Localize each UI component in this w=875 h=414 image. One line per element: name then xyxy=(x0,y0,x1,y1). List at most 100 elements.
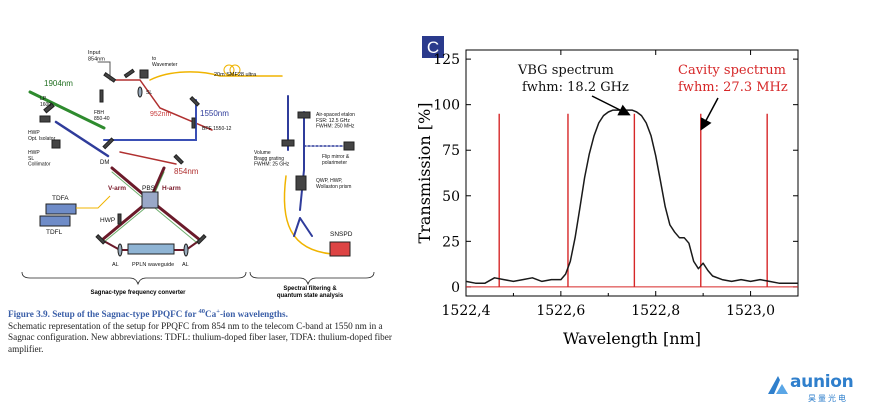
x-axis-label: Wavelength [nm] xyxy=(563,329,701,348)
label-1550: 1550nm xyxy=(200,109,229,118)
mirror-loop-right xyxy=(196,234,207,245)
hwp-isolator xyxy=(39,115,51,123)
al-lens-right xyxy=(183,243,189,257)
section-converter-label: Sagnac-type frequency converter xyxy=(90,290,186,296)
cavity-annotation-line2: fwhm: 27.3 MHz xyxy=(678,80,788,95)
wavemeter-pickoff xyxy=(139,69,149,79)
bpf-filter xyxy=(191,117,196,129)
label-input: Input 854nm xyxy=(88,50,105,62)
label-tdfa: TDFA xyxy=(52,195,69,202)
label-fbh: FBH 850-40 xyxy=(94,110,110,122)
label-line: 1600 xyxy=(40,102,51,108)
label-line: quantum state analysis xyxy=(277,293,344,299)
panel-label: C xyxy=(427,38,439,57)
input-beam-854 xyxy=(97,61,111,81)
label-line: FWHM: 250 MHz xyxy=(316,124,355,130)
vbg-arrow xyxy=(591,95,631,116)
panel-label-box xyxy=(422,36,444,58)
label-line: LP xyxy=(40,96,47,102)
label-line: Collimator xyxy=(28,162,51,168)
beam-blue-1550 xyxy=(103,99,197,141)
label-lp: LP 1600 xyxy=(40,96,51,108)
setup-diagram: Input 854nm to Wavemeter 20m SMF28 ultra L… xyxy=(21,50,375,299)
caption-title-post: Ca xyxy=(205,309,217,320)
ppln-waveguide xyxy=(127,243,175,255)
collimator xyxy=(51,139,61,149)
label-line: 850-40 xyxy=(94,116,110,122)
sl-lens-top xyxy=(137,86,143,98)
label-952: 952nm xyxy=(150,111,172,118)
fbh-filter xyxy=(99,89,104,103)
label-hwp-loop: HWP xyxy=(100,217,115,224)
snspd-box xyxy=(329,241,351,257)
label-line: to xyxy=(152,56,156,62)
label-line: HWP xyxy=(28,150,40,156)
label-wavemeter: to Wavemeter xyxy=(152,56,178,68)
y-tick-label: 75 xyxy=(442,143,460,159)
x-tick-label: 1523,0 xyxy=(726,303,775,319)
label-al-right: AL xyxy=(182,262,189,268)
label-v-arm: V-arm xyxy=(108,185,126,192)
spectral-path-blue xyxy=(287,95,313,237)
y-tick-label: 0 xyxy=(451,280,460,296)
logo-sub: 昊量光电 xyxy=(808,394,848,403)
label-hwp-collimator: HWP SL Collimator xyxy=(28,150,51,168)
vbg-grating xyxy=(281,139,295,147)
brace-converter xyxy=(21,271,247,286)
label-line: Wavemeter xyxy=(152,62,178,68)
label-line: HWP xyxy=(28,130,40,136)
beam-blue-dm xyxy=(54,120,110,158)
logo-name: aunion xyxy=(790,372,854,392)
label-hwp-isolator: HWP Opt. Isolator xyxy=(28,130,56,142)
label-ppln: PPLN waveguide xyxy=(132,262,174,268)
caption-title-pre: Figure 3.9. Setup of the Sagnac-type PPQ… xyxy=(8,309,199,320)
label-dm: DM xyxy=(100,160,109,166)
label-qwp: QWP, HWP, Wollaston prism xyxy=(316,178,351,190)
transmission-chart: C 0 25 50 75 100 125 1522,4 1522,6 1522,8 1523,0 Wa… xyxy=(415,36,799,348)
plot-frame xyxy=(465,49,799,297)
label-line: FBH xyxy=(94,110,104,116)
label-etalon: Air-spaced etalon FSR: 12.5 GHz FWHM: 250 … xyxy=(316,112,355,130)
fiber-to-smf xyxy=(149,71,283,81)
label-line: Flip mirror & xyxy=(322,154,350,160)
beam-854-top xyxy=(111,79,213,131)
al-lens-left xyxy=(117,243,123,257)
label-line: Input xyxy=(88,50,101,56)
x-tick-label: 1522,8 xyxy=(631,303,680,319)
label-line: Volume xyxy=(254,150,271,156)
y-tick-label: 100 xyxy=(433,98,460,114)
tdfa-fiber xyxy=(76,195,111,209)
tdfa-box xyxy=(45,203,77,215)
vbg-annotation-line2: fwhm: 18.2 GHz xyxy=(522,80,629,95)
vbg-annotation-line1: VBG spectrum xyxy=(517,63,614,78)
mirror-input xyxy=(103,72,117,83)
label-line: SL xyxy=(28,156,34,162)
flip-mirror xyxy=(343,141,355,151)
caption-title-sup2: + xyxy=(216,308,220,315)
label-al-left: AL xyxy=(112,262,119,268)
mirror-lp xyxy=(43,102,55,114)
label-line: Opt. Isolator xyxy=(28,136,56,142)
logo-mark-icon xyxy=(768,376,788,394)
label-line: polarimeter xyxy=(322,160,347,166)
beam-red-854 xyxy=(119,151,177,165)
y-tick-label: 25 xyxy=(442,234,460,250)
hwp-loop xyxy=(117,213,122,225)
label-pbs: PBS xyxy=(142,185,156,192)
label-snspd: SNSPD xyxy=(330,231,353,238)
label-line: Wollaston prism xyxy=(316,184,351,190)
tdfl-box xyxy=(39,215,71,227)
x-tick-label: 1522,4 xyxy=(442,303,491,319)
y-tick-label: 50 xyxy=(442,189,460,205)
label-line: FSR: 12.5 GHz xyxy=(316,118,350,124)
caption-title-sup: 40 xyxy=(198,308,206,315)
diagram-labels: Input 854nm to Wavemeter 20m SMF28 ultra L… xyxy=(28,50,355,268)
fiber-coil xyxy=(223,64,241,76)
label-line: 854nm xyxy=(88,56,105,62)
label-854: 854nm xyxy=(174,167,199,176)
section-braces xyxy=(21,271,375,286)
label-1904: 1904nm xyxy=(44,79,73,88)
section-spectral-label: Spectral filtering & quantum state analys… xyxy=(277,286,344,299)
label-line: Bragg grating xyxy=(254,156,284,162)
etalon xyxy=(297,111,311,119)
